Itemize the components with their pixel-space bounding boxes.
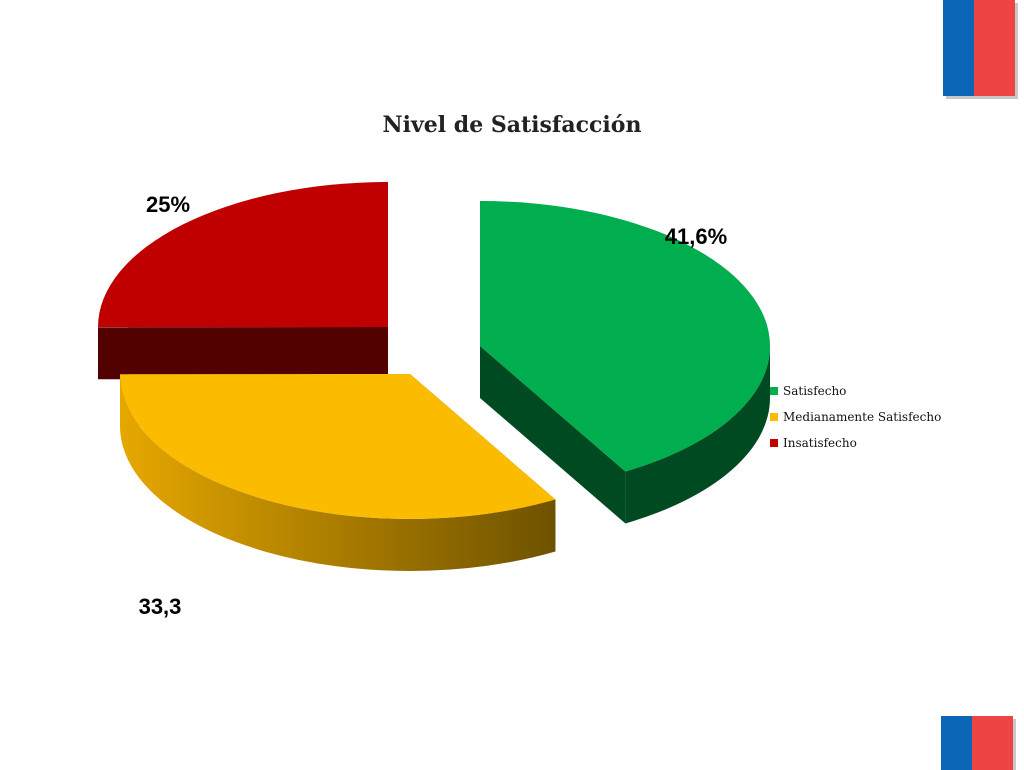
pie-slice-2-top: [98, 182, 388, 327]
pie-slice-2: [98, 182, 388, 379]
data-label-1: 33,3: [139, 594, 182, 619]
legend-item-satisfecho: Satisfecho: [770, 378, 941, 404]
legend-label-satisfecho: Satisfecho: [783, 384, 846, 398]
legend-swatch-satisfecho: [770, 387, 778, 395]
pie-slice-2-wall-0: [98, 327, 388, 379]
legend-swatch-insatisfecho: [770, 439, 778, 447]
legend-label-medianamente: Medianamente Satisfecho: [783, 410, 941, 424]
flag-blue-band-bottom: [941, 716, 972, 770]
legend-swatch-medianamente: [770, 413, 778, 421]
flag-red-band-bottom: [972, 716, 1013, 770]
data-label-2: 25%: [146, 192, 190, 217]
chart-legend: Satisfecho Medianamente Satisfecho Insat…: [770, 378, 941, 456]
data-label-0: 41,6%: [665, 224, 727, 249]
legend-item-medianamente: Medianamente Satisfecho: [770, 404, 941, 430]
flag-logo-bottom: [941, 716, 1013, 770]
legend-label-insatisfecho: Insatisfecho: [783, 436, 857, 450]
legend-item-insatisfecho: Insatisfecho: [770, 430, 941, 456]
